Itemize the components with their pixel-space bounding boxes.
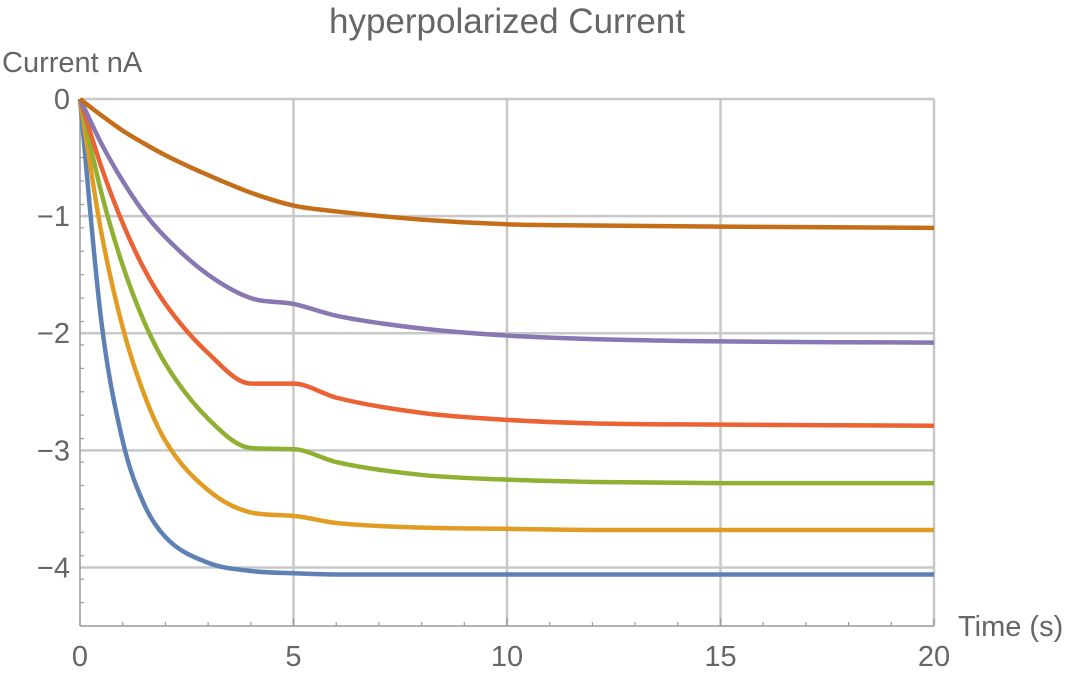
x-tick-label: 15 bbox=[704, 641, 736, 673]
y-tick-label: 0 bbox=[54, 84, 70, 116]
x-tick-label: 10 bbox=[491, 641, 523, 673]
y-axis-label: Current nA bbox=[2, 47, 143, 79]
series-line bbox=[78, 97, 935, 231]
series-line bbox=[77, 98, 934, 486]
x-axis-label: Time (s) bbox=[958, 611, 1063, 643]
x-tick-label: 20 bbox=[918, 641, 950, 673]
x-tick-label: 5 bbox=[285, 641, 301, 673]
axes bbox=[79, 99, 935, 627]
y-tick-label: −3 bbox=[37, 435, 70, 467]
y-tick-label: −1 bbox=[37, 201, 70, 233]
grid bbox=[80, 97, 936, 626]
series-lines bbox=[77, 97, 935, 577]
y-tick-label: −2 bbox=[37, 318, 70, 350]
tick-labels: 0 5 10 15 20 0 −1 −2 −3 −4 bbox=[37, 84, 950, 673]
series-line bbox=[77, 98, 934, 577]
series-line bbox=[77, 98, 935, 428]
x-tick-label: 0 bbox=[72, 641, 88, 673]
series-line bbox=[77, 98, 934, 533]
chart-title: hyperpolarized Current bbox=[329, 2, 685, 41]
y-tick-label: −4 bbox=[37, 552, 70, 584]
series-line bbox=[77, 98, 935, 345]
